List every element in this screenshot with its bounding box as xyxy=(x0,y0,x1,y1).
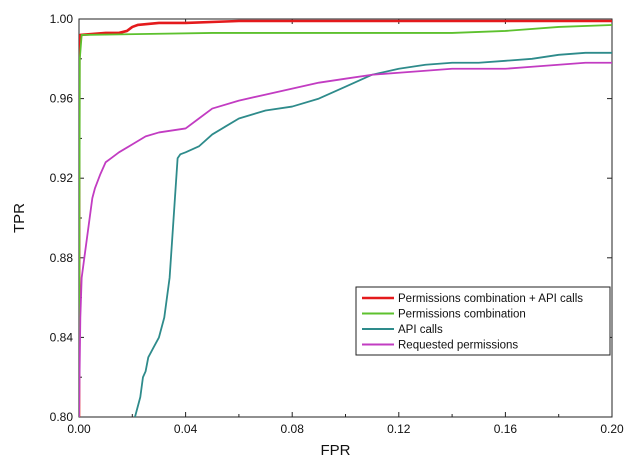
y-tick-label: 0.80 xyxy=(50,410,74,424)
series-line-2 xyxy=(79,24,612,417)
x-tick-label: 0.16 xyxy=(494,422,518,436)
x-tick-label: 0.20 xyxy=(600,422,624,436)
y-tick-label: 0.84 xyxy=(50,330,74,344)
x-tick-label: 0.04 xyxy=(174,422,198,436)
legend-label-1: Permissions combination + API calls xyxy=(398,293,583,305)
series-line-1 xyxy=(79,19,612,417)
series-group xyxy=(79,19,612,417)
x-axis-title: FPR xyxy=(321,442,351,459)
x-tick-label: 0.00 xyxy=(67,422,91,436)
series-line-4 xyxy=(79,61,612,417)
series-line-3 xyxy=(134,51,612,417)
legend-label-3: API calls xyxy=(398,324,443,336)
y-tick-label: 0.88 xyxy=(50,251,74,265)
x-tick-label: 0.08 xyxy=(281,422,305,436)
legend-label-4: Requested permissions xyxy=(398,340,518,352)
y-axis-title: TPR xyxy=(11,203,28,233)
legend-label-2: Permissions combination xyxy=(398,309,526,321)
y-tick-label: 1.00 xyxy=(50,12,74,26)
y-tick-label: 0.96 xyxy=(50,92,74,106)
y-tick-label: 0.92 xyxy=(50,171,74,185)
x-tick-label: 0.12 xyxy=(387,422,411,436)
legend-box xyxy=(355,286,611,356)
